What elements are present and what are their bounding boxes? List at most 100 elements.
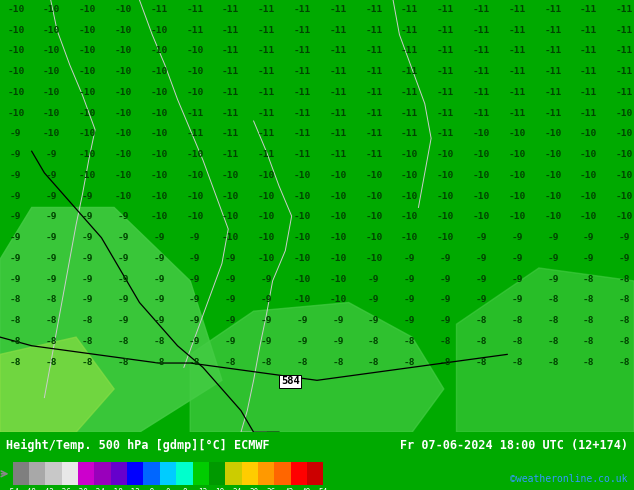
Text: -10: -10 xyxy=(186,150,204,159)
Text: -9: -9 xyxy=(46,171,58,180)
Text: -9: -9 xyxy=(46,233,58,242)
Text: -9: -9 xyxy=(440,295,451,304)
Text: -10: -10 xyxy=(79,26,96,35)
Bar xyxy=(176,462,193,486)
Bar xyxy=(193,462,209,486)
Text: -10: -10 xyxy=(258,233,275,242)
Text: -8: -8 xyxy=(46,358,58,367)
Text: -10: -10 xyxy=(115,47,132,55)
Text: -11: -11 xyxy=(508,47,526,55)
Text: -8: -8 xyxy=(261,358,272,367)
Text: -10: -10 xyxy=(150,192,167,201)
Text: -10: -10 xyxy=(186,213,204,221)
Text: -11: -11 xyxy=(330,47,347,55)
Text: -9: -9 xyxy=(153,254,165,263)
Text: -10: -10 xyxy=(294,233,311,242)
Text: -10: -10 xyxy=(79,109,96,118)
Text: -10: -10 xyxy=(580,129,597,139)
Text: -9: -9 xyxy=(225,316,236,325)
Text: -11: -11 xyxy=(365,47,382,55)
Text: -9: -9 xyxy=(261,275,272,284)
Text: -10: -10 xyxy=(330,171,347,180)
Text: -11: -11 xyxy=(294,88,311,97)
Bar xyxy=(258,462,275,486)
Text: -11: -11 xyxy=(330,129,347,139)
Text: -10: -10 xyxy=(330,295,347,304)
Text: -10: -10 xyxy=(186,192,204,201)
Text: -10: -10 xyxy=(508,192,526,201)
Text: -10: -10 xyxy=(437,171,454,180)
Text: -8: -8 xyxy=(332,358,344,367)
Text: -10: -10 xyxy=(7,26,25,35)
Text: -9: -9 xyxy=(404,275,415,284)
Text: 36: 36 xyxy=(267,488,276,490)
Text: -11: -11 xyxy=(294,150,311,159)
Text: -24: -24 xyxy=(92,488,106,490)
Text: -11: -11 xyxy=(401,129,418,139)
Text: -10: -10 xyxy=(150,129,167,139)
Text: -8: -8 xyxy=(512,337,523,346)
Text: -9: -9 xyxy=(368,295,380,304)
Text: -8: -8 xyxy=(82,337,93,346)
Text: -8: -8 xyxy=(619,295,630,304)
Text: 0: 0 xyxy=(165,488,171,490)
Text: -8: -8 xyxy=(153,358,165,367)
Text: -8: -8 xyxy=(10,337,22,346)
Text: -11: -11 xyxy=(508,88,526,97)
Text: -11: -11 xyxy=(508,5,526,14)
Text: -9: -9 xyxy=(261,337,272,346)
Text: -11: -11 xyxy=(365,67,382,76)
Text: -11: -11 xyxy=(258,67,275,76)
Text: -10: -10 xyxy=(115,192,132,201)
Text: -9: -9 xyxy=(10,233,22,242)
Text: -9: -9 xyxy=(261,295,272,304)
Text: -8: -8 xyxy=(153,337,165,346)
Text: -9: -9 xyxy=(547,275,559,284)
Text: -9: -9 xyxy=(332,316,344,325)
Text: -11: -11 xyxy=(401,5,418,14)
Text: -10: -10 xyxy=(150,171,167,180)
Text: -10: -10 xyxy=(115,150,132,159)
Text: -8: -8 xyxy=(583,275,595,284)
Text: -10: -10 xyxy=(401,233,418,242)
Text: -9: -9 xyxy=(547,254,559,263)
Text: -42: -42 xyxy=(41,488,54,490)
Text: -10: -10 xyxy=(222,192,239,201)
Text: -30: -30 xyxy=(75,488,89,490)
Text: -11: -11 xyxy=(580,26,597,35)
Text: 584: 584 xyxy=(281,376,300,386)
Text: -9: -9 xyxy=(404,295,415,304)
Text: -9: -9 xyxy=(189,275,200,284)
Text: -9: -9 xyxy=(82,192,93,201)
Polygon shape xyxy=(0,207,222,432)
Text: -9: -9 xyxy=(404,254,415,263)
Text: -9: -9 xyxy=(153,275,165,284)
Text: -10: -10 xyxy=(115,129,132,139)
Text: -10: -10 xyxy=(508,171,526,180)
Text: -10: -10 xyxy=(43,5,60,14)
Text: -11: -11 xyxy=(616,67,633,76)
Text: -9: -9 xyxy=(512,295,523,304)
Text: -11: -11 xyxy=(222,67,239,76)
Text: -11: -11 xyxy=(473,26,490,35)
Text: -9: -9 xyxy=(189,254,200,263)
Bar xyxy=(78,462,94,486)
Text: 18: 18 xyxy=(215,488,224,490)
Text: -8: -8 xyxy=(404,358,415,367)
Text: -10: -10 xyxy=(222,171,239,180)
Bar xyxy=(46,462,61,486)
Text: -11: -11 xyxy=(473,109,490,118)
Text: -8: -8 xyxy=(189,358,200,367)
Text: 30: 30 xyxy=(250,488,259,490)
Text: -8: -8 xyxy=(512,316,523,325)
Text: -9: -9 xyxy=(189,316,200,325)
Text: -11: -11 xyxy=(616,47,633,55)
Text: -10: -10 xyxy=(294,275,311,284)
Text: -11: -11 xyxy=(186,129,204,139)
Text: -10: -10 xyxy=(294,192,311,201)
Text: -11: -11 xyxy=(294,26,311,35)
Text: -9: -9 xyxy=(440,275,451,284)
Text: -11: -11 xyxy=(401,109,418,118)
Text: -11: -11 xyxy=(401,88,418,97)
Text: -9: -9 xyxy=(512,254,523,263)
